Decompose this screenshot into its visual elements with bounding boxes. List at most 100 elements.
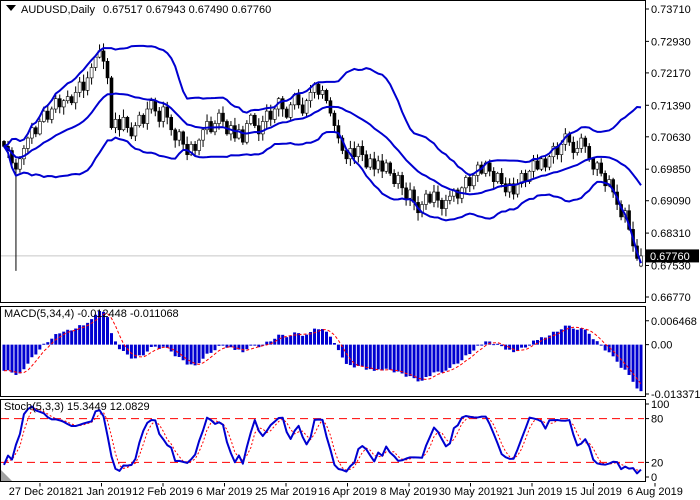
candle xyxy=(85,77,90,91)
macd-bar xyxy=(297,333,301,345)
macd-bar xyxy=(492,344,496,346)
macd-bar xyxy=(237,344,241,350)
macd-bar xyxy=(512,344,516,353)
macd-bar xyxy=(456,344,460,364)
macd-bar xyxy=(480,344,484,346)
macd-bar xyxy=(313,328,317,345)
macd-bar xyxy=(328,336,332,345)
macd-bar xyxy=(197,344,201,364)
candle xyxy=(539,158,544,170)
candle xyxy=(217,112,221,124)
candle xyxy=(189,143,193,155)
macd-bar xyxy=(141,344,145,356)
candle xyxy=(360,146,365,155)
time-axis-label: 12 Feb 2019 xyxy=(132,486,194,498)
macd-bar xyxy=(181,344,185,361)
macd-bar xyxy=(26,344,30,364)
macd-bar xyxy=(448,344,452,368)
current-price-badge-label: 0.67760 xyxy=(650,251,690,263)
macd-panel-border xyxy=(0,306,646,397)
candle xyxy=(408,189,412,199)
candle xyxy=(368,158,373,168)
candle xyxy=(400,175,404,189)
macd-bar xyxy=(157,344,161,349)
macd-bar xyxy=(137,344,141,356)
candle xyxy=(352,148,357,158)
macd-bar xyxy=(241,344,245,353)
candle xyxy=(396,175,400,185)
macd-bar xyxy=(289,335,293,345)
macd-bar xyxy=(165,344,169,348)
candle xyxy=(332,112,337,126)
macd-bar xyxy=(50,338,54,345)
candle xyxy=(53,98,58,110)
macd-bar xyxy=(595,341,599,345)
candle xyxy=(444,200,448,209)
macd-bar xyxy=(516,344,520,352)
candle xyxy=(165,106,170,118)
macd-bar xyxy=(476,344,480,346)
candle xyxy=(129,127,134,137)
candle xyxy=(101,50,106,62)
price-axis-label: 0.72170 xyxy=(651,68,691,80)
candle xyxy=(137,114,142,126)
macd-axis-label: 0.00 xyxy=(651,340,672,352)
stoch-main-line xyxy=(3,405,642,475)
price-axis-label: 0.67530 xyxy=(651,260,691,272)
candle xyxy=(428,193,432,203)
macd-bar xyxy=(269,341,273,345)
bollinger-lower-line xyxy=(3,130,642,264)
macd-histogram xyxy=(2,311,643,392)
macd-bar xyxy=(412,344,416,379)
candle xyxy=(268,110,273,120)
candlestick-series xyxy=(2,43,643,271)
scroll-anchor-icon xyxy=(1,470,12,481)
macd-bar xyxy=(70,330,74,345)
macd-bar xyxy=(364,344,368,370)
macd-bar xyxy=(392,344,396,373)
candle xyxy=(30,127,34,139)
stoch-axis-label: 20 xyxy=(651,457,663,469)
macd-bar xyxy=(42,343,46,345)
macd-bar xyxy=(38,344,42,350)
price-axis-label: 0.71390 xyxy=(651,100,691,112)
candle xyxy=(392,173,396,185)
candle xyxy=(157,110,162,122)
price-axis-label: 0.68310 xyxy=(651,228,691,240)
stoch-axis-label: 80 xyxy=(651,414,663,426)
macd-bar xyxy=(249,344,253,346)
candle xyxy=(237,129,241,139)
candle xyxy=(372,158,377,170)
macd-bar xyxy=(277,334,281,345)
macd-bar xyxy=(193,344,197,366)
candle xyxy=(296,94,301,106)
candle xyxy=(197,139,201,151)
candle xyxy=(145,108,150,124)
macd-bar xyxy=(153,344,157,347)
candle xyxy=(471,175,476,187)
macd-bar xyxy=(10,344,14,373)
chart-title-symbol: AUDUSD,Daily xyxy=(21,4,95,16)
symbol-dropdown-icon[interactable] xyxy=(6,5,16,11)
macd-bar xyxy=(225,344,229,348)
candle xyxy=(404,187,408,199)
candle xyxy=(575,148,580,153)
candle xyxy=(495,173,500,182)
macd-bar xyxy=(360,344,364,367)
candle xyxy=(125,117,130,128)
candle xyxy=(113,119,118,128)
candle xyxy=(205,121,209,131)
macd-bar xyxy=(607,344,611,353)
macd-bar xyxy=(22,344,26,370)
macd-bar xyxy=(436,344,440,372)
macd-bar xyxy=(408,344,412,377)
candle xyxy=(503,183,508,193)
candle xyxy=(121,117,126,131)
candle xyxy=(81,81,86,91)
macd-bar xyxy=(619,344,623,368)
candle xyxy=(384,162,389,172)
candle xyxy=(141,114,146,124)
macd-bar xyxy=(599,344,603,346)
